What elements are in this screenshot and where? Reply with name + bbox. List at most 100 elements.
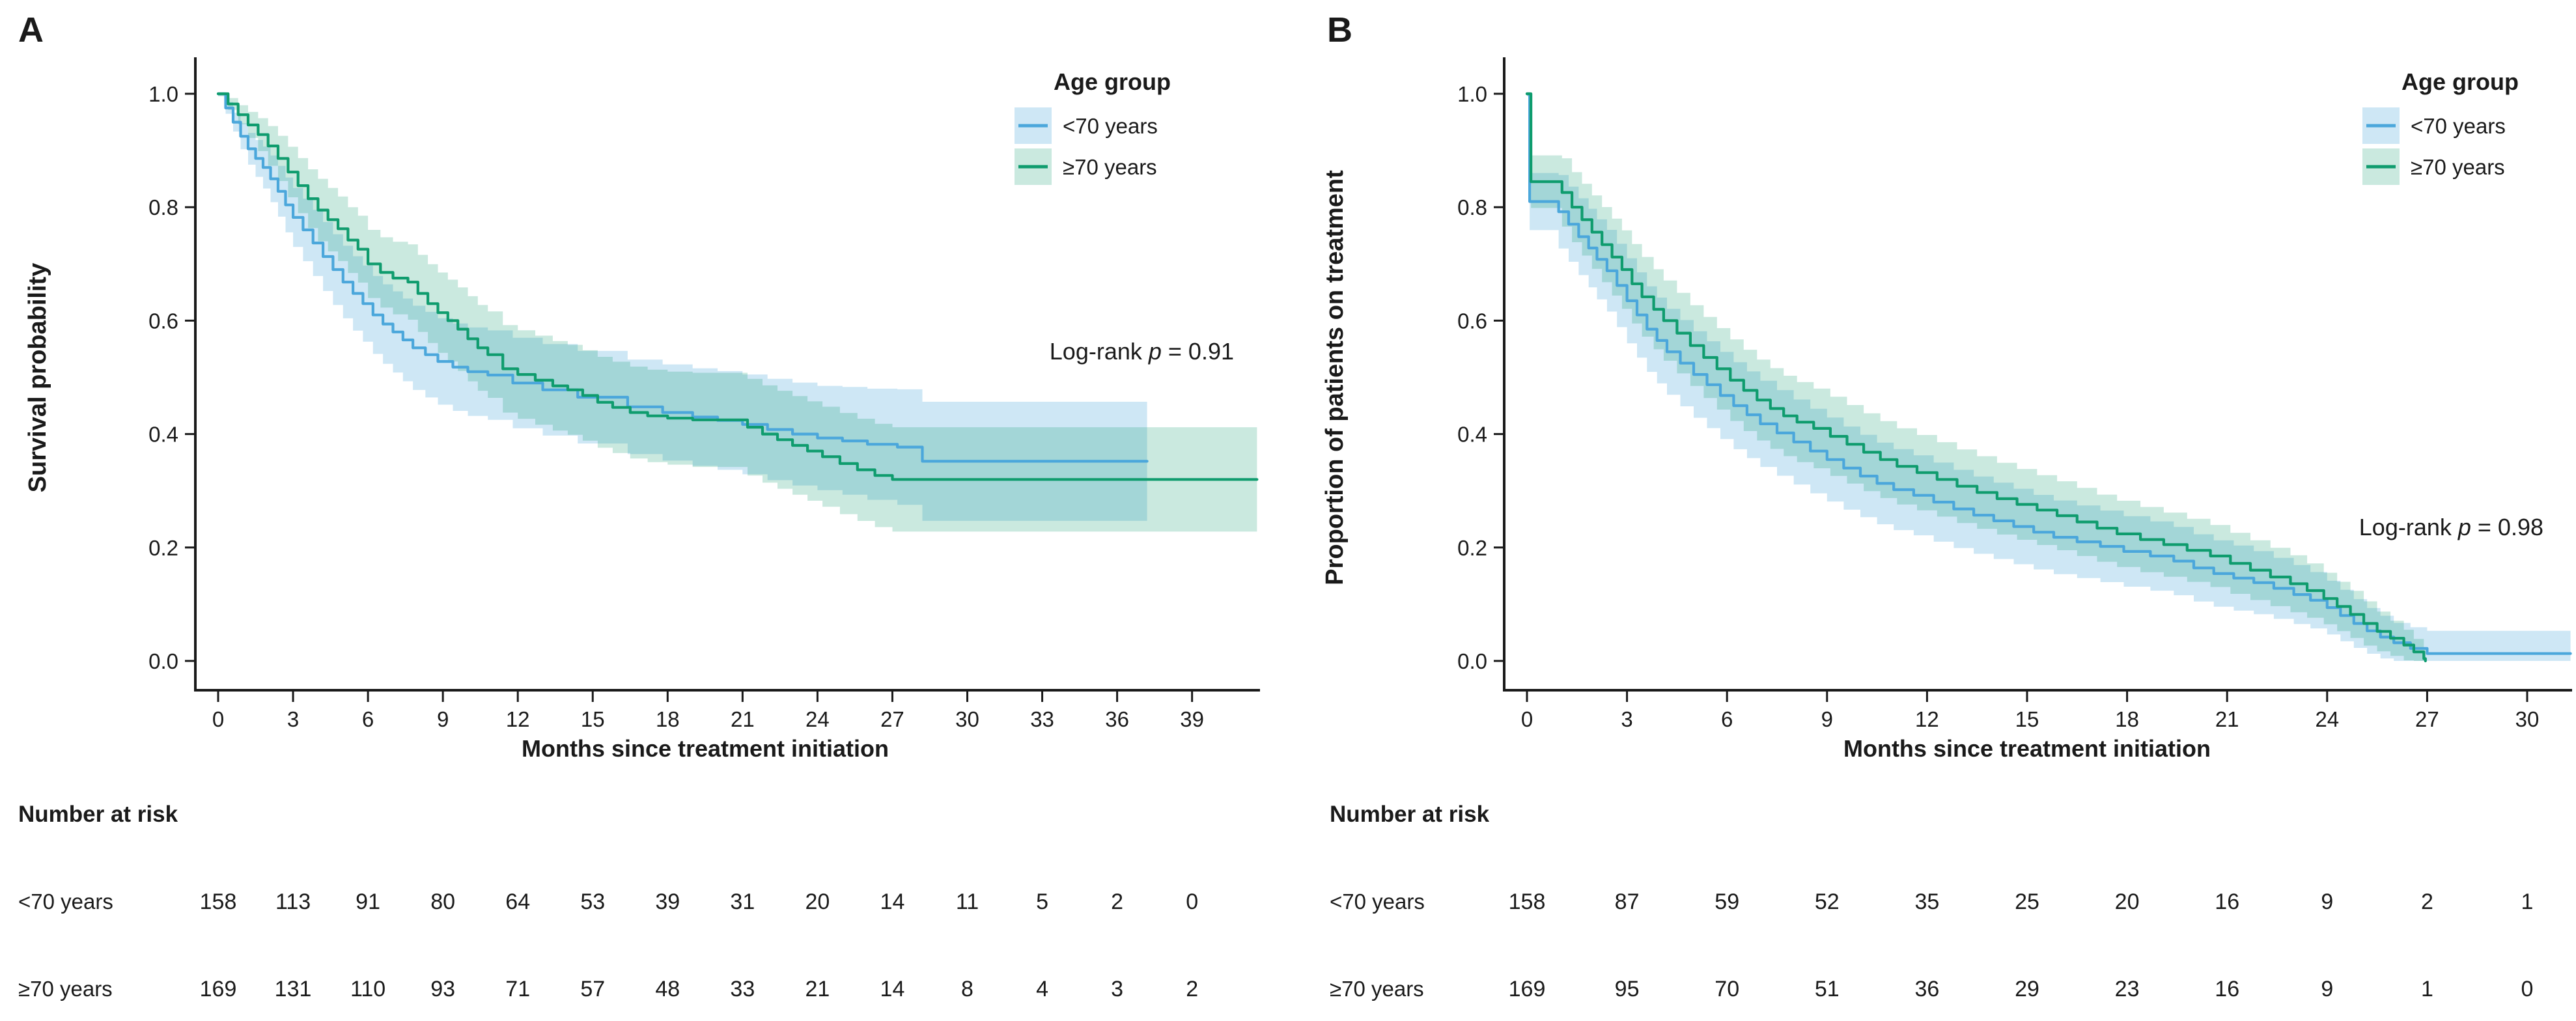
risk-count: 53 — [580, 889, 605, 914]
risk-count: 169 — [1509, 977, 1546, 1001]
x-tick-label: 24 — [2315, 707, 2339, 731]
y-tick-label: 0.8 — [148, 195, 178, 219]
y-axis-title: Survival probability — [24, 263, 51, 493]
risk-count: 95 — [1615, 977, 1640, 1001]
ci-band — [218, 94, 1147, 521]
y-axis-title: Proportion of patients on treatment — [1321, 170, 1349, 585]
x-tick-label: 9 — [1821, 707, 1833, 731]
x-tick-label: 33 — [1030, 707, 1054, 731]
risk-row-label-ge70: ≥70 years — [1330, 977, 1424, 1001]
risk-count: 33 — [730, 977, 755, 1001]
ci-band — [1527, 94, 2571, 661]
x-tick-label: 39 — [1180, 707, 1204, 731]
risk-count: 80 — [430, 889, 455, 914]
x-tick-label: 24 — [805, 707, 830, 731]
y-tick-label: 0.2 — [148, 536, 178, 560]
risk-count: 113 — [275, 889, 311, 914]
risk-count: 1 — [2421, 977, 2433, 1001]
risk-count: 70 — [1715, 977, 1739, 1001]
risk-count: 39 — [655, 889, 680, 914]
risk-table-header: Number at risk — [1330, 802, 1490, 827]
km-curve — [1525, 92, 2427, 663]
legend-title: Age group — [1054, 68, 1171, 95]
risk-table-header: Number at risk — [18, 802, 178, 827]
risk-count: 4 — [1036, 977, 1048, 1001]
ci-band — [1527, 94, 2426, 661]
risk-count: 29 — [2015, 977, 2039, 1001]
x-tick-label: 21 — [731, 707, 755, 731]
risk-count: 57 — [580, 977, 605, 1001]
legend-label-ge70: ≥70 years — [2411, 155, 2505, 179]
risk-row-label-lt70: <70 years — [18, 889, 113, 914]
risk-row-label-lt70: <70 years — [1330, 889, 1425, 914]
x-tick-label: 3 — [287, 707, 299, 731]
x-tick-label: 6 — [362, 707, 374, 731]
risk-count: 11 — [956, 889, 979, 914]
km-curves — [1525, 92, 2572, 663]
legend: Age group <70 years ≥70 years — [1015, 68, 1171, 185]
km-curve — [216, 92, 1259, 481]
risk-count: 36 — [1914, 977, 1939, 1001]
km-curve — [216, 92, 1149, 463]
x-tick-label: 12 — [506, 707, 530, 731]
risk-count: 5 — [1036, 889, 1048, 914]
y-tick-label: 0.2 — [1457, 536, 1487, 560]
legend-label-ge70: ≥70 years — [1063, 155, 1157, 179]
risk-row-label-ge70: ≥70 years — [18, 977, 113, 1001]
risk-count: 158 — [1509, 889, 1546, 914]
x-tick-label: 27 — [880, 707, 904, 731]
risk-count: 23 — [2115, 977, 2140, 1001]
risk-count: 2 — [2421, 889, 2433, 914]
ci-bands — [218, 94, 1257, 532]
x-tick-label: 0 — [212, 707, 224, 731]
risk-count: 71 — [505, 977, 530, 1001]
risk-count: 20 — [2115, 889, 2140, 914]
x-tick-label: 12 — [1915, 707, 1939, 731]
x-tick-label: 27 — [2415, 707, 2439, 731]
risk-count: 21 — [805, 977, 830, 1001]
risk-count: 35 — [1914, 889, 1939, 914]
legend-title: Age group — [2401, 68, 2519, 95]
risk-count: 169 — [200, 977, 237, 1001]
risk-count: 3 — [1111, 977, 1123, 1001]
x-tick-label: 21 — [2215, 707, 2239, 731]
risk-count: 0 — [2521, 977, 2534, 1001]
risk-count: 158 — [200, 889, 237, 914]
risk-count: 31 — [730, 889, 755, 914]
risk-count: 2 — [1186, 977, 1198, 1001]
risk-count: 93 — [430, 977, 455, 1001]
y-tick-label: 0.4 — [148, 423, 178, 447]
panel-a: A Survival probability 0.0 0.2 0.4 0.6 0.8 1.… — [18, 10, 1260, 1001]
logrank-text: Log-rank p = 0.98 — [2359, 514, 2543, 540]
risk-count: 8 — [961, 977, 973, 1001]
risk-count: 25 — [2015, 889, 2039, 914]
risk-count: 48 — [655, 977, 680, 1001]
x-axis-title: Months since treatment initiation — [1843, 735, 2211, 762]
x-tick-label: 3 — [1621, 707, 1632, 731]
risk-count: 64 — [505, 889, 530, 914]
risk-count: 16 — [2215, 889, 2239, 914]
risk-count: 2 — [1111, 889, 1123, 914]
risk-count: 87 — [1615, 889, 1640, 914]
panel-label: A — [18, 10, 44, 49]
x-tick-label: 15 — [2015, 707, 2039, 731]
risk-count: 131 — [275, 977, 312, 1001]
x-tick-label: 15 — [581, 707, 605, 731]
axes: 0.0 0.2 0.4 0.6 0.8 1.0 0 3 6 9 12 15 18 21 24 27 30 — [1457, 57, 2572, 731]
risk-count: 20 — [805, 889, 830, 914]
km-curves — [216, 92, 1259, 481]
risk-count: 14 — [880, 889, 905, 914]
x-tick-label: 36 — [1105, 707, 1129, 731]
y-tick-label: 0.6 — [1457, 309, 1487, 333]
panel-b: B Proportion of patients on treatment 0.… — [1321, 10, 2572, 1001]
y-tick-label: 0.0 — [1457, 649, 1487, 673]
y-tick-label: 0.8 — [1457, 195, 1487, 219]
risk-count: 9 — [2321, 977, 2333, 1001]
panel-label: B — [1327, 10, 1352, 49]
x-tick-label: 30 — [955, 707, 979, 731]
x-tick-label: 6 — [1721, 707, 1733, 731]
y-tick-label: 0.6 — [148, 309, 178, 333]
